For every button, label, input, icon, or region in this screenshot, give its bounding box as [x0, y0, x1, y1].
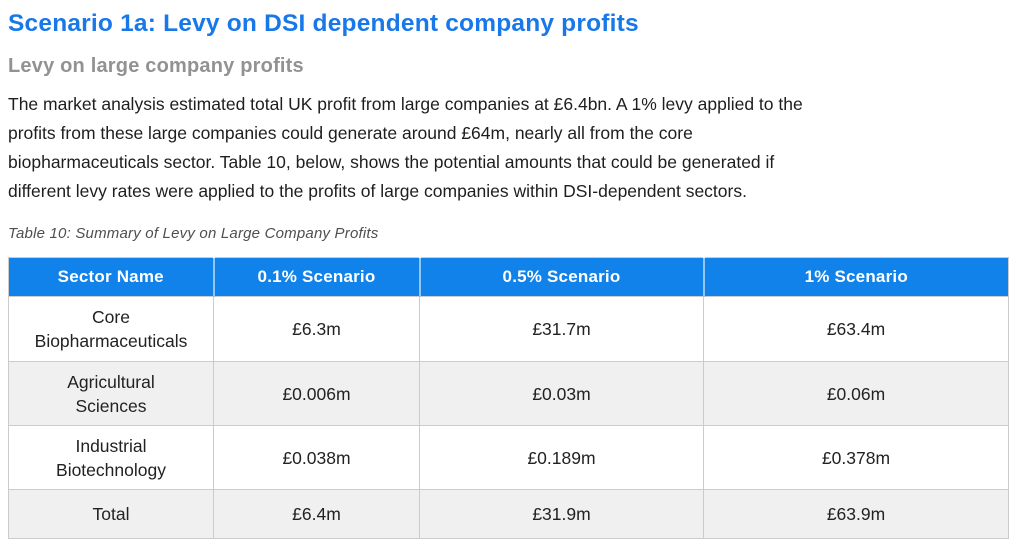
sector-cell: Agricultural Sciences	[8, 361, 214, 426]
sector-cell: Core Biopharmaceuticals	[8, 296, 214, 362]
table-row: Agricultural Sciences £0.006m £0.03m £0.…	[8, 361, 1009, 426]
sector-cell: Total	[8, 489, 214, 539]
value-cell: £31.9m	[419, 489, 704, 539]
value-cell: £0.03m	[419, 361, 704, 426]
header-cell-1pct-scenario: 1% Scenario	[702, 257, 1009, 297]
table-row-total: Total £6.4m £31.9m £63.9m	[8, 489, 1009, 539]
section-subtitle: Levy on large company profits	[8, 55, 304, 77]
value-cell: £0.06m	[703, 361, 1009, 426]
value-cell: £0.189m	[419, 425, 704, 490]
body-paragraph: The market analysis estimated total UK p…	[8, 94, 803, 201]
header-cell-01pct-scenario: 0.1% Scenario	[212, 257, 420, 297]
levy-summary-table: Sector Name 0.1% Scenario 0.5% Scenario …	[8, 257, 1009, 539]
page-title: Scenario 1a: Levy on DSI dependent compa…	[8, 10, 639, 37]
table-row: Core Biopharmaceuticals £6.3m £31.7m £63…	[8, 296, 1009, 362]
table-caption: Table 10: Summary of Levy on Large Compa…	[8, 225, 379, 242]
value-cell: £0.378m	[703, 425, 1009, 490]
table-header-row: Sector Name 0.1% Scenario 0.5% Scenario …	[8, 257, 1009, 297]
sector-cell: Industrial Biotechnology	[8, 425, 214, 490]
value-cell: £31.7m	[419, 296, 704, 362]
table-row: Industrial Biotechnology £0.038m £0.189m…	[8, 425, 1009, 490]
value-cell: £0.038m	[213, 425, 420, 490]
value-cell: £63.4m	[703, 296, 1009, 362]
value-cell: £0.006m	[213, 361, 420, 426]
value-cell: £63.9m	[703, 489, 1009, 539]
header-cell-05pct-scenario: 0.5% Scenario	[418, 257, 704, 297]
value-cell: £6.4m	[213, 489, 420, 539]
header-cell-sector-name: Sector Name	[8, 257, 214, 297]
value-cell: £6.3m	[213, 296, 420, 362]
